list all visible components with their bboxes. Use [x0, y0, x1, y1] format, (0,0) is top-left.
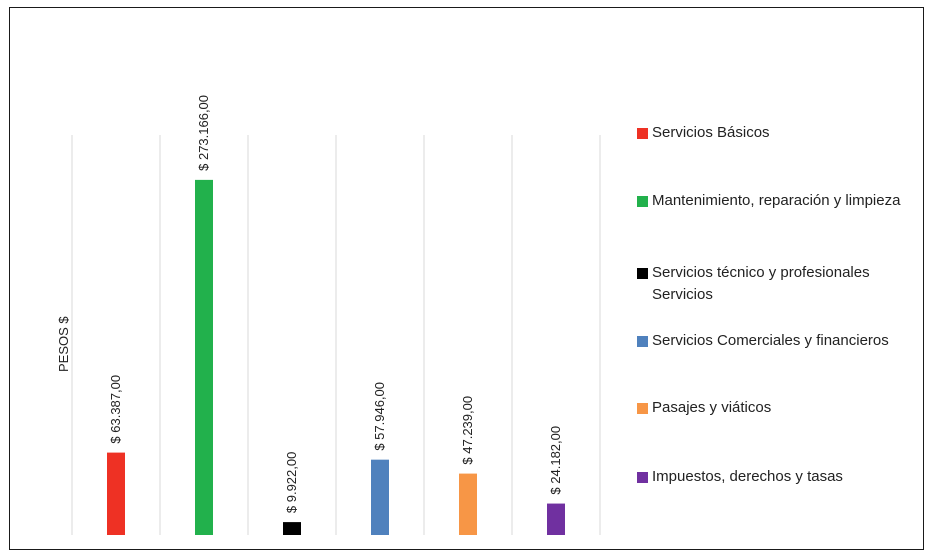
legend-label: Pasajes y viáticos: [652, 399, 772, 416]
legend-label: Impuestos, derechos y tasas: [652, 468, 843, 485]
data-label-2: $ 273.166,00: [196, 95, 211, 171]
legend-swatch: [637, 472, 648, 483]
data-label-4: $ 57.946,00: [372, 382, 387, 451]
legend-item-1: Servicios Básicos: [637, 122, 922, 144]
legend-swatch: [637, 128, 648, 139]
legend-item-3: Servicios técnico y profesionales Servic…: [637, 262, 922, 306]
legend-label: Servicios Básicos: [652, 124, 770, 141]
data-label-6: $ 24.182,00: [548, 426, 563, 495]
bar-5: [459, 473, 477, 535]
bars: [107, 179, 565, 535]
legend-swatch: [637, 403, 648, 414]
bar-3: [283, 522, 301, 535]
data-label-5: $ 47.239,00: [460, 396, 475, 465]
legend-swatch: [637, 268, 648, 279]
legend-swatch: [637, 336, 648, 347]
bar-2: [195, 179, 213, 535]
legend-label: Servicios técnico y profesionales Servic…: [652, 264, 870, 303]
legend-label: Mantenimiento, reparación y limpieza: [652, 192, 901, 209]
chart-frame: [9, 7, 924, 550]
bar-6: [547, 503, 565, 535]
legend-item-2: Mantenimiento, reparación y limpieza: [637, 190, 922, 212]
legend-swatch: [637, 196, 648, 207]
legend-label: Servicios Comerciales y financieros: [652, 332, 889, 349]
legend-item-5: Pasajes y viáticos: [637, 397, 922, 419]
data-label-1: $ 63.387,00: [108, 375, 123, 444]
bar-1: [107, 452, 125, 535]
legend-item-4: Servicios Comerciales y financieros: [637, 330, 922, 352]
vertical-gridlines: [71, 135, 601, 535]
legend-item-6: Impuestos, derechos y tasas: [637, 466, 922, 488]
bar-4: [371, 459, 389, 535]
y-axis-label: PESOS $: [56, 316, 71, 372]
data-label-3: $ 9.922,00: [284, 452, 299, 513]
data-labels: $ 63.387,00 $ 273.166,00 $ 9.922,00 $ 57.94…: [108, 95, 563, 513]
